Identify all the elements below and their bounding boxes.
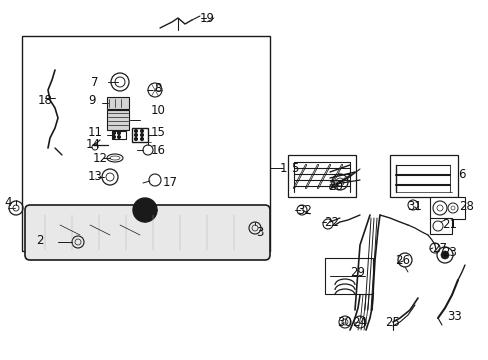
Text: 19: 19 (199, 12, 214, 24)
Text: 23: 23 (442, 246, 456, 258)
Circle shape (140, 134, 143, 136)
Text: 8: 8 (154, 82, 162, 95)
Text: 4: 4 (4, 195, 12, 208)
Circle shape (140, 138, 143, 140)
Text: 27: 27 (431, 242, 447, 255)
Circle shape (440, 251, 448, 259)
Circle shape (112, 131, 115, 135)
Text: 20: 20 (328, 180, 343, 194)
Bar (107, 97, 129, 109)
Circle shape (133, 198, 157, 222)
Bar (107, 110, 129, 130)
Text: 6: 6 (457, 168, 465, 181)
Text: 26: 26 (395, 253, 409, 266)
FancyBboxPatch shape (25, 205, 269, 260)
Bar (389, 155, 457, 197)
Circle shape (134, 130, 137, 132)
Circle shape (117, 135, 120, 139)
Bar (132, 128, 148, 142)
Text: 21: 21 (442, 217, 457, 230)
Text: 5: 5 (291, 162, 298, 175)
Text: 9: 9 (88, 94, 96, 108)
Text: 32: 32 (297, 203, 312, 216)
Text: 3: 3 (256, 225, 263, 238)
Text: 31: 31 (407, 201, 422, 213)
Text: 12: 12 (92, 152, 107, 165)
Bar (429, 218, 451, 234)
Text: 7: 7 (91, 76, 99, 89)
Text: 14: 14 (85, 139, 101, 152)
Text: 11: 11 (87, 126, 102, 139)
Bar (325, 258, 372, 294)
Text: 18: 18 (38, 94, 52, 107)
Text: 30: 30 (337, 315, 352, 328)
Circle shape (134, 134, 137, 136)
Text: 13: 13 (87, 171, 102, 184)
Text: 17: 17 (162, 175, 177, 189)
Ellipse shape (110, 156, 120, 160)
Circle shape (140, 130, 143, 132)
Text: 29: 29 (350, 266, 365, 279)
Text: 10: 10 (150, 104, 165, 117)
Text: 33: 33 (447, 310, 462, 323)
Text: 2: 2 (36, 234, 43, 247)
Bar (429, 197, 464, 219)
Text: 28: 28 (459, 201, 473, 213)
Bar (112, 131, 126, 139)
Circle shape (112, 135, 115, 139)
Circle shape (117, 131, 120, 135)
Circle shape (134, 138, 137, 140)
Bar (287, 155, 355, 197)
Text: 24: 24 (352, 315, 367, 328)
Text: 1: 1 (279, 162, 286, 175)
Text: 22: 22 (324, 216, 339, 229)
Bar (22, 36, 269, 251)
Text: 25: 25 (385, 315, 400, 328)
Text: 16: 16 (150, 144, 165, 157)
Ellipse shape (107, 154, 123, 162)
Text: 15: 15 (150, 126, 165, 139)
